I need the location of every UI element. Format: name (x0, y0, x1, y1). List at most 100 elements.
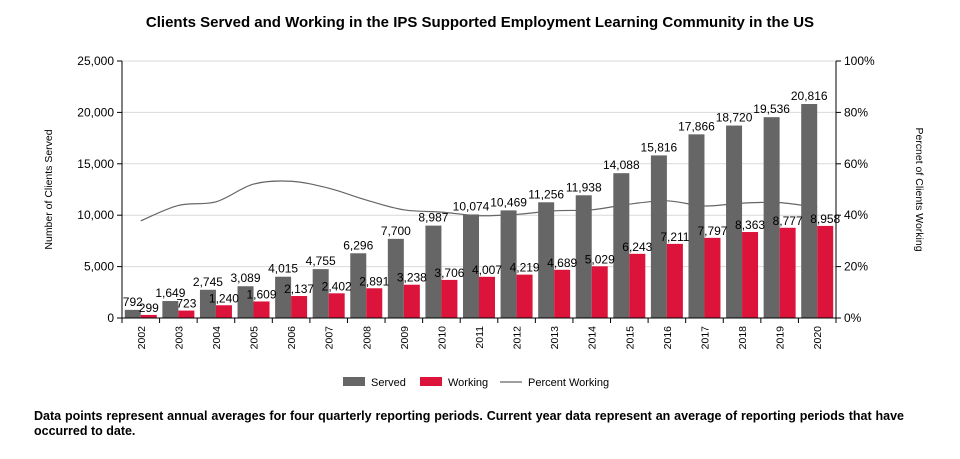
data-label-served: 7,700 (381, 224, 411, 238)
data-label-served: 11,256 (528, 187, 564, 201)
bar-served (613, 173, 630, 318)
data-label-working: 4,219 (510, 261, 540, 275)
data-label-working: 4,689 (547, 256, 577, 270)
y2-axis-title: Percnet of Clients Working (913, 127, 925, 251)
bar-served (763, 117, 780, 318)
data-label-served: 8,987 (418, 211, 448, 225)
bar-served (387, 238, 404, 318)
data-label-served: 10,074 (453, 199, 490, 213)
y-tick-label: 0 (107, 311, 114, 325)
bar-working (479, 276, 495, 318)
data-label-working: 8,363 (735, 218, 765, 232)
bar-served (538, 202, 555, 318)
bar-working (817, 225, 834, 318)
y-axis-title: Number of Clients Served (43, 129, 55, 249)
bar-working (403, 284, 420, 318)
bar-served (162, 301, 179, 318)
bar-working (291, 296, 308, 318)
y-tick-label: 15,000 (77, 157, 114, 171)
data-label-served: 6,296 (343, 238, 373, 252)
axes: 0 0% 5,000 20% 10,000 40% 15,000 60% 20,000 80% 25… (43, 54, 925, 349)
y2-tick-label: 20% (844, 260, 868, 274)
data-label-served: 1,649 (155, 286, 185, 300)
data-label-working: 7,211 (660, 230, 689, 244)
data-label-working: 723 (176, 297, 196, 311)
chart-title: Clients Served and Working in the IPS Su… (145, 14, 815, 31)
x-tick-label: 2010 (436, 326, 448, 350)
bar-working (253, 301, 270, 318)
data-label-served: 3,089 (231, 271, 261, 285)
data-label-working: 8,958 (810, 212, 840, 226)
bar-served (500, 210, 517, 318)
data-label-served: 4,015 (268, 262, 298, 276)
bar-working (178, 310, 195, 318)
x-tick-label: 2013 (549, 326, 561, 350)
bar-served (575, 195, 592, 318)
x-tick-label: 2012 (512, 326, 524, 350)
x-tick-label: 2014 (587, 326, 599, 350)
bar-working (215, 305, 232, 318)
y2-tick-label: 80% (844, 105, 868, 119)
bar-working (779, 227, 796, 318)
data-label-working: 2,402 (322, 279, 352, 293)
bar-working (629, 253, 646, 318)
data-label-working: 1,240 (209, 291, 239, 305)
data-label-served: 20,816 (791, 89, 828, 103)
bar-served (237, 286, 254, 318)
x-tick-label: 2019 (775, 326, 787, 350)
y-tick-label: 25,000 (77, 54, 114, 68)
x-tick-label: 2004 (211, 326, 223, 350)
y-tick-label: 20,000 (77, 105, 114, 119)
data-label-working: 7,797 (697, 224, 727, 238)
y-tick-label: 10,000 (77, 208, 114, 222)
bar-served (275, 276, 292, 318)
x-tick-label: 2011 (474, 326, 486, 349)
bar-served (726, 125, 743, 318)
x-tick-label: 2009 (399, 326, 411, 350)
bar-working (554, 269, 571, 318)
x-tick-label: 2015 (624, 326, 636, 350)
y-tick-label: 5,000 (84, 260, 114, 274)
x-tick-label: 2020 (812, 326, 824, 350)
legend-swatch-served (343, 377, 365, 386)
data-label-served: 10,469 (490, 195, 527, 209)
x-tick-label: 2018 (737, 326, 749, 350)
legend: Served Working Percent Working (343, 377, 609, 389)
bar-working (140, 314, 157, 318)
data-label-working: 299 (139, 301, 159, 315)
data-label-working: 3,238 (397, 271, 427, 285)
data-label-served: 792 (123, 295, 143, 309)
x-tick-label: 2006 (286, 326, 298, 350)
bar-working (516, 274, 533, 318)
legend-label-served: Served (371, 377, 406, 389)
data-label-served: 2,745 (193, 275, 223, 289)
bar-served (688, 134, 705, 318)
bar-served (124, 309, 141, 318)
data-label-served: 14,088 (603, 158, 640, 172)
bar-served (350, 253, 367, 318)
data-label-served: 4,755 (306, 254, 336, 268)
bar-served (801, 104, 818, 318)
bars (124, 104, 834, 318)
data-label-working: 1,609 (247, 287, 277, 301)
bar-working (704, 237, 721, 318)
percent-working-line (140, 180, 818, 222)
data-label-working: 6,243 (622, 240, 652, 254)
percent-line (140, 180, 818, 222)
x-tick-label: 2003 (173, 326, 185, 350)
x-tick-label: 2016 (662, 326, 674, 350)
data-label-served: 19,536 (753, 102, 790, 116)
data-label-working: 3,706 (434, 266, 464, 280)
data-label-working: 5,029 (585, 252, 615, 266)
bar-served (312, 269, 329, 318)
data-label-served: 11,938 (566, 180, 602, 194)
bar-served (650, 155, 667, 318)
x-tick-label: 2002 (136, 326, 148, 350)
bar-working (441, 279, 458, 318)
footnote: Data points represent annual averages fo… (34, 409, 904, 438)
x-tick-label: 2008 (361, 326, 373, 350)
x-tick-label: 2005 (249, 326, 261, 350)
y2-tick-label: 60% (844, 157, 868, 171)
y2-tick-label: 0% (844, 311, 862, 325)
